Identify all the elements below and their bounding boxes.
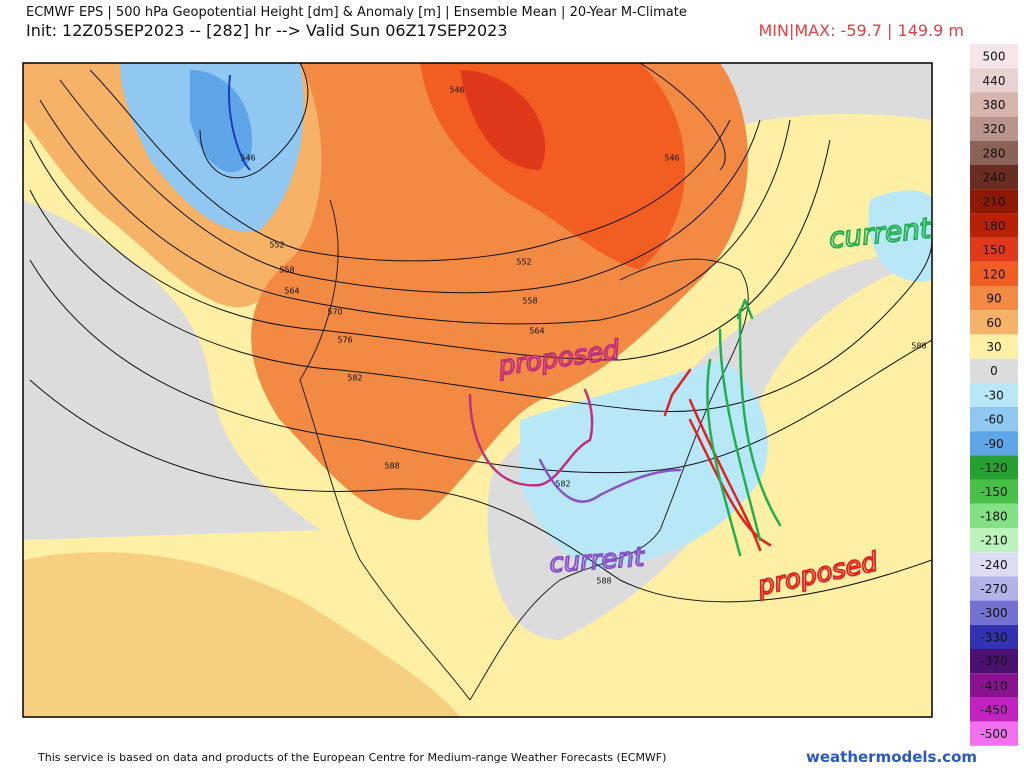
colorbar-label: 30 <box>986 340 1001 354</box>
colorbar-swatch <box>970 576 1018 601</box>
colorbar-label: 180 <box>983 219 1006 233</box>
title: ECMWF EPS | 500 hPa Geopotential Height … <box>26 5 687 20</box>
contour-label: 558 <box>279 266 294 275</box>
colorbar-label: 150 <box>983 243 1006 257</box>
colorbar-label: -210 <box>980 534 1007 548</box>
colorbar-swatch <box>970 455 1018 480</box>
colorbar-label: 210 <box>983 195 1006 209</box>
contour-label: 564 <box>529 327 544 336</box>
colorbar-label: -450 <box>980 703 1007 717</box>
contour-label: 588 <box>596 577 611 586</box>
colorbar-swatch <box>970 358 1018 383</box>
colorbar-label: 60 <box>986 316 1001 330</box>
colorbar-swatch <box>970 165 1018 190</box>
contour-label: 582 <box>347 374 362 383</box>
colorbar-label: 240 <box>983 171 1006 185</box>
colorbar-label: -240 <box>980 558 1007 572</box>
contour-label: 588 <box>911 342 926 351</box>
colorbar-swatch <box>970 649 1018 674</box>
contour-label: 546 <box>240 154 255 163</box>
colorbar-label: -60 <box>984 413 1004 427</box>
colorbar-label: 0 <box>990 364 998 378</box>
colorbar-swatch <box>970 624 1018 649</box>
colorbar-label: 280 <box>983 146 1006 160</box>
colorbar-swatch <box>970 68 1018 93</box>
colorbar-label: -500 <box>980 727 1007 741</box>
subtitle: Init: 12Z05SEP2023 -- [282] hr --> Valid… <box>26 21 508 40</box>
colorbar-label: -300 <box>980 606 1007 620</box>
contour-label: 582 <box>555 480 570 489</box>
colorbar-swatch <box>970 528 1018 553</box>
colorbar-swatch <box>970 697 1018 722</box>
colorbar-swatch <box>970 140 1018 165</box>
colorbar-swatch <box>970 116 1018 141</box>
colorbar-swatch <box>970 334 1018 359</box>
map-frame <box>22 62 933 718</box>
footer-credit: This service is based on data and produc… <box>38 751 667 764</box>
colorbar-label: 90 <box>986 292 1001 306</box>
colorbar-label: -30 <box>984 388 1004 402</box>
colorbar-swatch <box>970 673 1018 698</box>
colorbar-swatch <box>970 286 1018 311</box>
colorbar: 500 440 380 320 280 240 210 180 150 120 90 60 30 0 -30… <box>970 44 1018 746</box>
colorbar-swatch <box>970 552 1018 577</box>
colorbar-swatch <box>970 261 1018 286</box>
contour-label: 558 <box>522 297 537 306</box>
colorbar-label: -120 <box>980 461 1007 475</box>
colorbar-label: 380 <box>983 98 1006 112</box>
contour-label: 570 <box>327 308 342 317</box>
colorbar-swatch <box>970 600 1018 625</box>
colorbar-swatch <box>970 213 1018 238</box>
contour-label: 588 <box>384 462 399 471</box>
colorbar-swatch <box>970 189 1018 214</box>
colorbar-swatch <box>970 382 1018 407</box>
colorbar-swatch <box>970 407 1018 432</box>
colorbar-swatch <box>970 237 1018 262</box>
colorbar-label: -370 <box>980 655 1007 669</box>
colorbar-swatch <box>970 431 1018 456</box>
contour-label: 546 <box>449 86 464 95</box>
colorbar-swatch <box>970 503 1018 528</box>
colorbar-swatch <box>970 721 1018 746</box>
min-max: MIN|MAX: -59.7 | 149.9 m <box>758 21 964 40</box>
colorbar-swatch <box>970 44 1018 69</box>
colorbar-label: 320 <box>983 122 1006 136</box>
freehand-arrows <box>468 298 782 557</box>
colorbar-label: 120 <box>983 267 1006 281</box>
anomaly-field <box>23 63 932 717</box>
contour-label: 564 <box>284 287 299 296</box>
colorbar-label: -90 <box>984 437 1004 451</box>
colorbar-swatch <box>970 92 1018 117</box>
colorbar-label: -410 <box>980 679 1007 693</box>
colorbar-label: -270 <box>980 582 1007 596</box>
colorbar-label: 500 <box>983 50 1006 64</box>
contour-label: 552 <box>516 258 531 267</box>
source-link[interactable]: weathermodels.com <box>806 748 978 766</box>
colorbar-label: -330 <box>980 630 1007 644</box>
colorbar-swatch <box>970 310 1018 335</box>
colorbar-label: 440 <box>983 74 1006 88</box>
colorbar-label: -180 <box>980 509 1007 523</box>
contour-label: 576 <box>337 336 352 345</box>
colorbar-swatch <box>970 479 1018 504</box>
contour-label: 546 <box>664 154 679 163</box>
contour-label: 552 <box>269 241 284 250</box>
colorbar-label: -150 <box>980 485 1007 499</box>
